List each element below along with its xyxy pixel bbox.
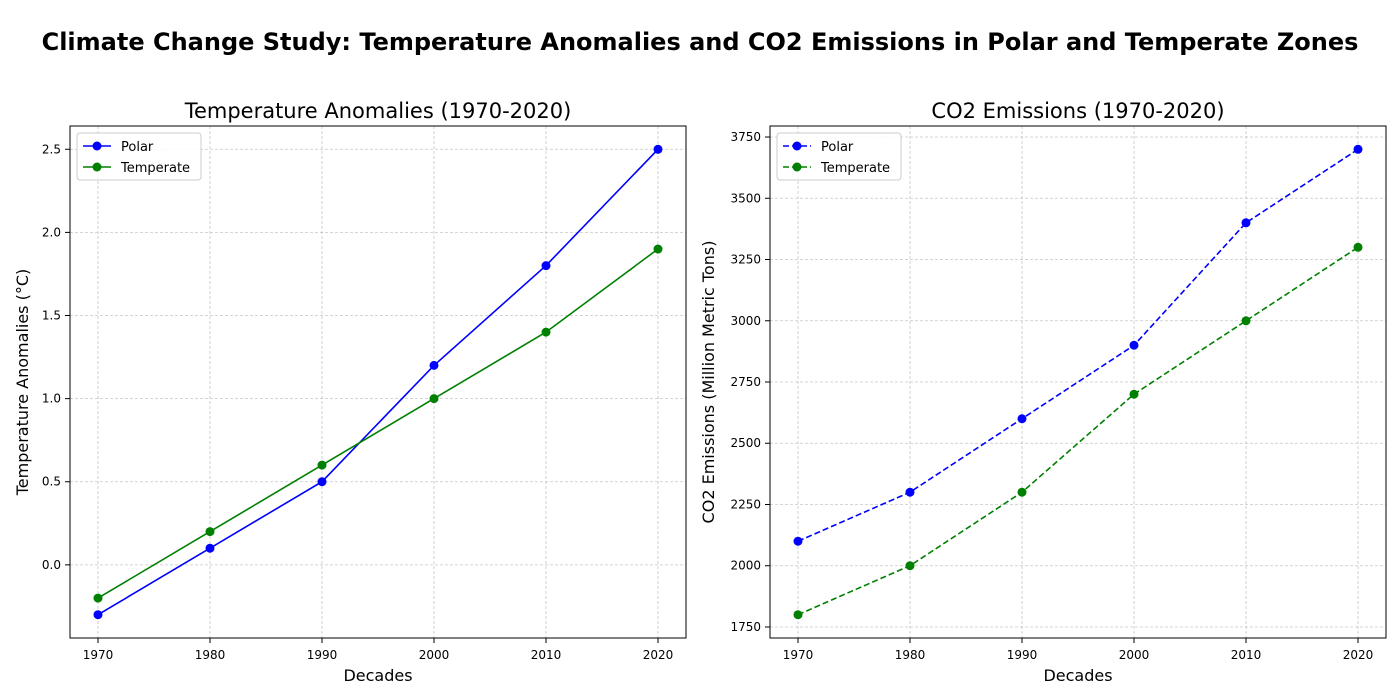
data-point-temperate bbox=[429, 394, 439, 404]
chart-panel-2: 1970 1980 1990 2000 2010 2020 1750 2000 2250 2500… bbox=[699, 99, 1387, 685]
y-tick-label: 1.5 bbox=[42, 309, 61, 323]
data-point-temperate bbox=[93, 593, 103, 603]
x-axis-label: Decades bbox=[1043, 666, 1112, 685]
data-point-polar bbox=[205, 543, 215, 553]
y-tick-label: 2750 bbox=[730, 375, 761, 389]
data-point-temperate bbox=[1129, 389, 1139, 399]
data-point-polar bbox=[429, 360, 439, 370]
axes-frame bbox=[69, 125, 687, 639]
data-point-temperate bbox=[793, 610, 803, 620]
data-point-polar bbox=[1017, 414, 1027, 424]
legend: Polar Temperate bbox=[776, 132, 902, 181]
y-tick-label: 2250 bbox=[730, 497, 761, 511]
x-tick-label: 1980 bbox=[195, 648, 226, 662]
chart-panel-1: 1970 1980 1990 2000 2010 2020 0.0 0.5 1.0 1.5 2.0 2… bbox=[13, 99, 687, 685]
data-point-polar bbox=[1241, 218, 1251, 228]
series-line-temperate bbox=[97, 248, 659, 599]
y-tick-label: 2000 bbox=[730, 559, 761, 573]
y-tick-label: 2500 bbox=[730, 436, 761, 450]
y-tick-label: 3000 bbox=[730, 314, 761, 328]
legend-marker-polar bbox=[92, 141, 102, 151]
y-tick-label: 1.0 bbox=[42, 392, 61, 406]
data-point-temperate bbox=[905, 561, 915, 571]
x-tick-label: 1990 bbox=[307, 648, 338, 662]
legend-label-temperate: Temperate bbox=[120, 161, 190, 176]
series-line-polar bbox=[97, 148, 659, 616]
series-line-polar bbox=[797, 148, 1359, 542]
data-point-polar bbox=[1129, 340, 1139, 350]
data-point-polar bbox=[541, 261, 551, 271]
data-point-temperate bbox=[1241, 316, 1251, 326]
y-tick-label: 3750 bbox=[730, 130, 761, 144]
y-tick-label: 2.0 bbox=[42, 225, 61, 239]
x-tick-label: 2020 bbox=[643, 648, 674, 662]
legend-label-temperate: Temperate bbox=[820, 161, 890, 176]
y-axis-label: Temperature Anomalies (°C) bbox=[13, 269, 32, 497]
x-tick-label: 2000 bbox=[1119, 648, 1150, 662]
legend-label-polar: Polar bbox=[121, 140, 154, 155]
legend-label-polar: Polar bbox=[821, 140, 854, 155]
data-point-temperate bbox=[653, 244, 663, 254]
x-tick-label: 2010 bbox=[1231, 648, 1262, 662]
data-point-temperate bbox=[1353, 242, 1363, 252]
x-tick-label: 2020 bbox=[1343, 648, 1374, 662]
x-tick-label: 1980 bbox=[895, 648, 926, 662]
data-point-polar bbox=[905, 487, 915, 497]
x-tick-label: 1970 bbox=[83, 648, 114, 662]
subplot-title: Temperature Anomalies (1970-2020) bbox=[184, 99, 572, 123]
data-point-polar bbox=[653, 144, 663, 154]
y-tick-label: 3500 bbox=[730, 191, 761, 205]
legend-marker-temperate bbox=[792, 162, 802, 172]
x-tick-label: 1990 bbox=[1007, 648, 1038, 662]
x-tick-label: 1970 bbox=[783, 648, 814, 662]
legend-box bbox=[776, 132, 902, 181]
subplot-title: CO2 Emissions (1970-2020) bbox=[931, 99, 1224, 123]
x-tick-label: 2010 bbox=[531, 648, 562, 662]
data-point-temperate bbox=[541, 327, 551, 337]
y-tick-label: 0.5 bbox=[42, 475, 61, 489]
y-axis-label: CO2 Emissions (Million Metric Tons) bbox=[699, 241, 718, 524]
figure-title: Climate Change Study: Temperature Anomal… bbox=[41, 28, 1359, 56]
y-tick-label: 3250 bbox=[730, 253, 761, 267]
data-point-temperate bbox=[317, 460, 327, 470]
series-line-temperate bbox=[797, 246, 1359, 616]
data-point-polar bbox=[93, 610, 103, 620]
y-tick-label: 1750 bbox=[730, 620, 761, 634]
axes-frame bbox=[769, 125, 1387, 639]
data-point-temperate bbox=[205, 527, 215, 537]
legend-marker-polar bbox=[792, 141, 802, 151]
data-point-polar bbox=[793, 536, 803, 546]
data-point-polar bbox=[1353, 144, 1363, 154]
legend: Polar Temperate bbox=[76, 132, 202, 181]
x-tick-label: 2000 bbox=[419, 648, 450, 662]
data-point-temperate bbox=[1017, 487, 1027, 497]
y-tick-label: 2.5 bbox=[42, 142, 61, 156]
legend-box bbox=[76, 132, 202, 181]
legend-marker-temperate bbox=[92, 162, 102, 172]
x-axis-label: Decades bbox=[343, 666, 412, 685]
data-point-polar bbox=[317, 477, 327, 487]
y-tick-label: 0.0 bbox=[42, 558, 61, 572]
